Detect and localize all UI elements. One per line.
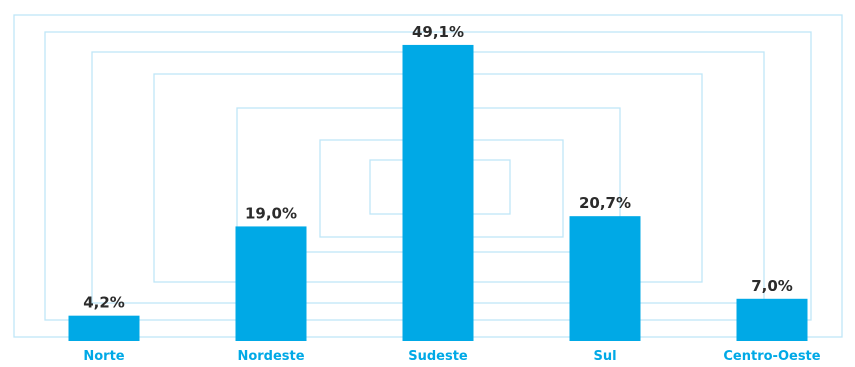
category-label-sudeste: Sudeste	[408, 349, 468, 364]
value-label-sudeste: 49,1%	[412, 23, 464, 41]
value-label-nordeste: 19,0%	[245, 204, 297, 222]
bar-sudeste	[402, 44, 474, 341]
bar-norte	[68, 315, 140, 341]
bar-centro-oeste	[736, 298, 808, 341]
category-label-norte: Norte	[83, 349, 124, 364]
category-label-nordeste: Nordeste	[237, 349, 304, 364]
category-label-centro-oeste: Centro-Oeste	[723, 349, 820, 364]
bars	[68, 44, 808, 341]
value-label-sul: 20,7%	[579, 194, 631, 212]
value-labels: 4,2% 19,0% 49,1% 20,7% 7,0%	[83, 23, 793, 312]
category-labels: Norte Nordeste Sudeste Sul Centro-Oeste	[83, 349, 820, 364]
value-label-norte: 4,2%	[83, 294, 125, 312]
category-label-sul: Sul	[593, 349, 616, 364]
bar-sul	[569, 216, 641, 341]
value-label-centro-oeste: 7,0%	[751, 277, 793, 295]
bar-nordeste	[235, 226, 307, 341]
